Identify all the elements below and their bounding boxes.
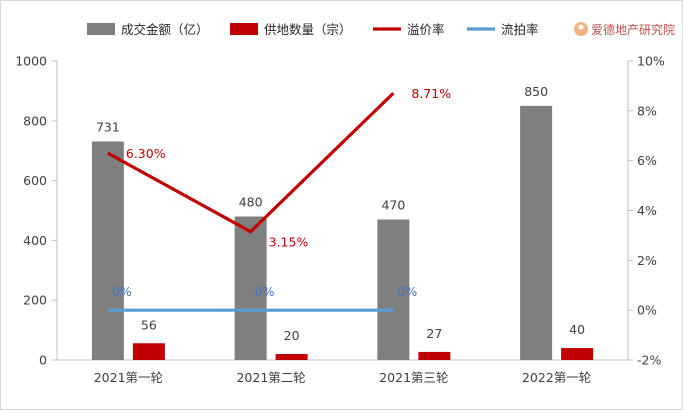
y-right-tick-label: -2%	[637, 353, 661, 368]
y-left-tick-label: 400	[23, 233, 47, 248]
premium-rate-line	[107, 91, 395, 234]
line-data-label: 8.71%	[411, 86, 451, 101]
bar-count	[132, 343, 165, 360]
bar-amount	[520, 105, 553, 360]
axes-layer: 0 200 400 600 800 1000 -2% 0% 2% 4% 6% 8% 10% 2021第一轮…	[15, 54, 665, 386]
bar-count	[418, 351, 451, 360]
legend-label: 流拍率	[501, 22, 539, 37]
bar-data-label: 20	[284, 328, 300, 343]
line-data-label: 0%	[397, 284, 417, 299]
bar-data-label: 470	[381, 197, 405, 212]
legend-label: 溢价率	[407, 22, 445, 37]
bar-data-label: 731	[96, 119, 120, 134]
bar-data-label: 40	[569, 322, 585, 337]
legend: 成交金额（亿） 供地数量（宗） 溢价率 流拍率	[87, 22, 539, 37]
watermark-text: 爱德地产研究院	[591, 22, 675, 37]
legend-label: 成交金额（亿）	[121, 22, 209, 37]
labels-layer: 731 480 470 850 56 20 27 40 6.30% 3.15% 8.71% 0% 0% 0…	[96, 84, 585, 343]
x-tick-label: 2021第一轮	[94, 370, 163, 385]
line-data-label: 6.30%	[126, 146, 166, 161]
bar-data-label: 480	[239, 194, 263, 209]
watermark: 爱德地产研究院	[574, 22, 675, 37]
y-right-tick-label: 6%	[637, 153, 657, 168]
watermark-logo-dot	[578, 24, 584, 30]
bar-data-label: 27	[426, 326, 442, 341]
x-tick-label: 2021第二轮	[236, 370, 305, 385]
y-left-tick-label: 600	[23, 173, 47, 188]
x-tick-label: 2022第一轮	[522, 370, 591, 385]
bar-data-label: 56	[141, 317, 157, 332]
y-left-tick-label: 0	[39, 353, 47, 368]
line-data-label: 3.15%	[269, 235, 309, 250]
legend-label: 供地数量（宗）	[264, 22, 352, 37]
lines-layer	[107, 91, 395, 312]
bars-layer	[91, 105, 594, 360]
x-tick-label: 2021第三轮	[379, 370, 448, 385]
legend-swatch	[230, 23, 258, 35]
y-left-tick-label: 1000	[15, 54, 47, 69]
y-right-tick-label: 8%	[637, 103, 657, 118]
line-data-label: 0%	[112, 284, 132, 299]
line-data-label: 0%	[255, 284, 275, 299]
legend-swatch	[87, 23, 115, 35]
bar-count	[561, 348, 594, 360]
y-left-tick-label: 800	[23, 113, 47, 128]
y-left-tick-label: 200	[23, 293, 47, 308]
bar-amount	[91, 141, 124, 360]
bar-amount	[377, 219, 410, 360]
y-right-tick-label: 0%	[637, 303, 657, 318]
bar-data-label: 850	[524, 84, 548, 99]
bar-count	[275, 354, 308, 360]
y-right-tick-label: 4%	[637, 203, 657, 218]
y-right-tick-label: 10%	[637, 54, 665, 69]
bar-amount	[234, 216, 267, 360]
y-right-tick-label: 2%	[637, 253, 657, 268]
